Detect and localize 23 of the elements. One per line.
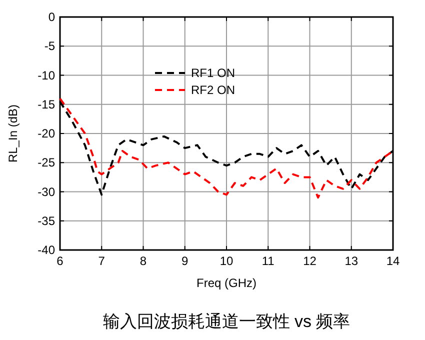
x-tick-label: 14 (386, 254, 400, 268)
x-axis-title: Freq (GHz) (196, 276, 257, 290)
x-tick-label: 12 (303, 254, 317, 268)
x-tick-label: 10 (220, 254, 234, 268)
y-tick-label: -35 (38, 214, 56, 228)
x-tick-label: 13 (344, 254, 358, 268)
x-tick-label: 6 (56, 254, 64, 268)
y-tick-label: -5 (44, 39, 56, 54)
y-tick-label: -10 (38, 68, 56, 82)
legend-label: RF1 ON (191, 66, 236, 80)
y-tick-label: -30 (38, 184, 56, 199)
y-tick-label: 0 (48, 10, 56, 24)
text: 输入回波损耗通道一致性 vs 频率 (102, 312, 350, 331)
y-tick-label: -40 (38, 243, 56, 257)
x-tick-label: 9 (182, 254, 189, 268)
y-tick-label: -15 (38, 97, 56, 112)
y-axis-title: RL_In (dB) (6, 104, 20, 163)
y-tick-label: -20 (38, 126, 56, 140)
x-tick-label: 8 (140, 254, 147, 268)
x-tick-label: 7 (98, 254, 106, 268)
x-tick-label: 11 (262, 254, 275, 268)
legend-label: RF2 ON (191, 83, 236, 97)
y-tick-label: -25 (38, 156, 56, 170)
